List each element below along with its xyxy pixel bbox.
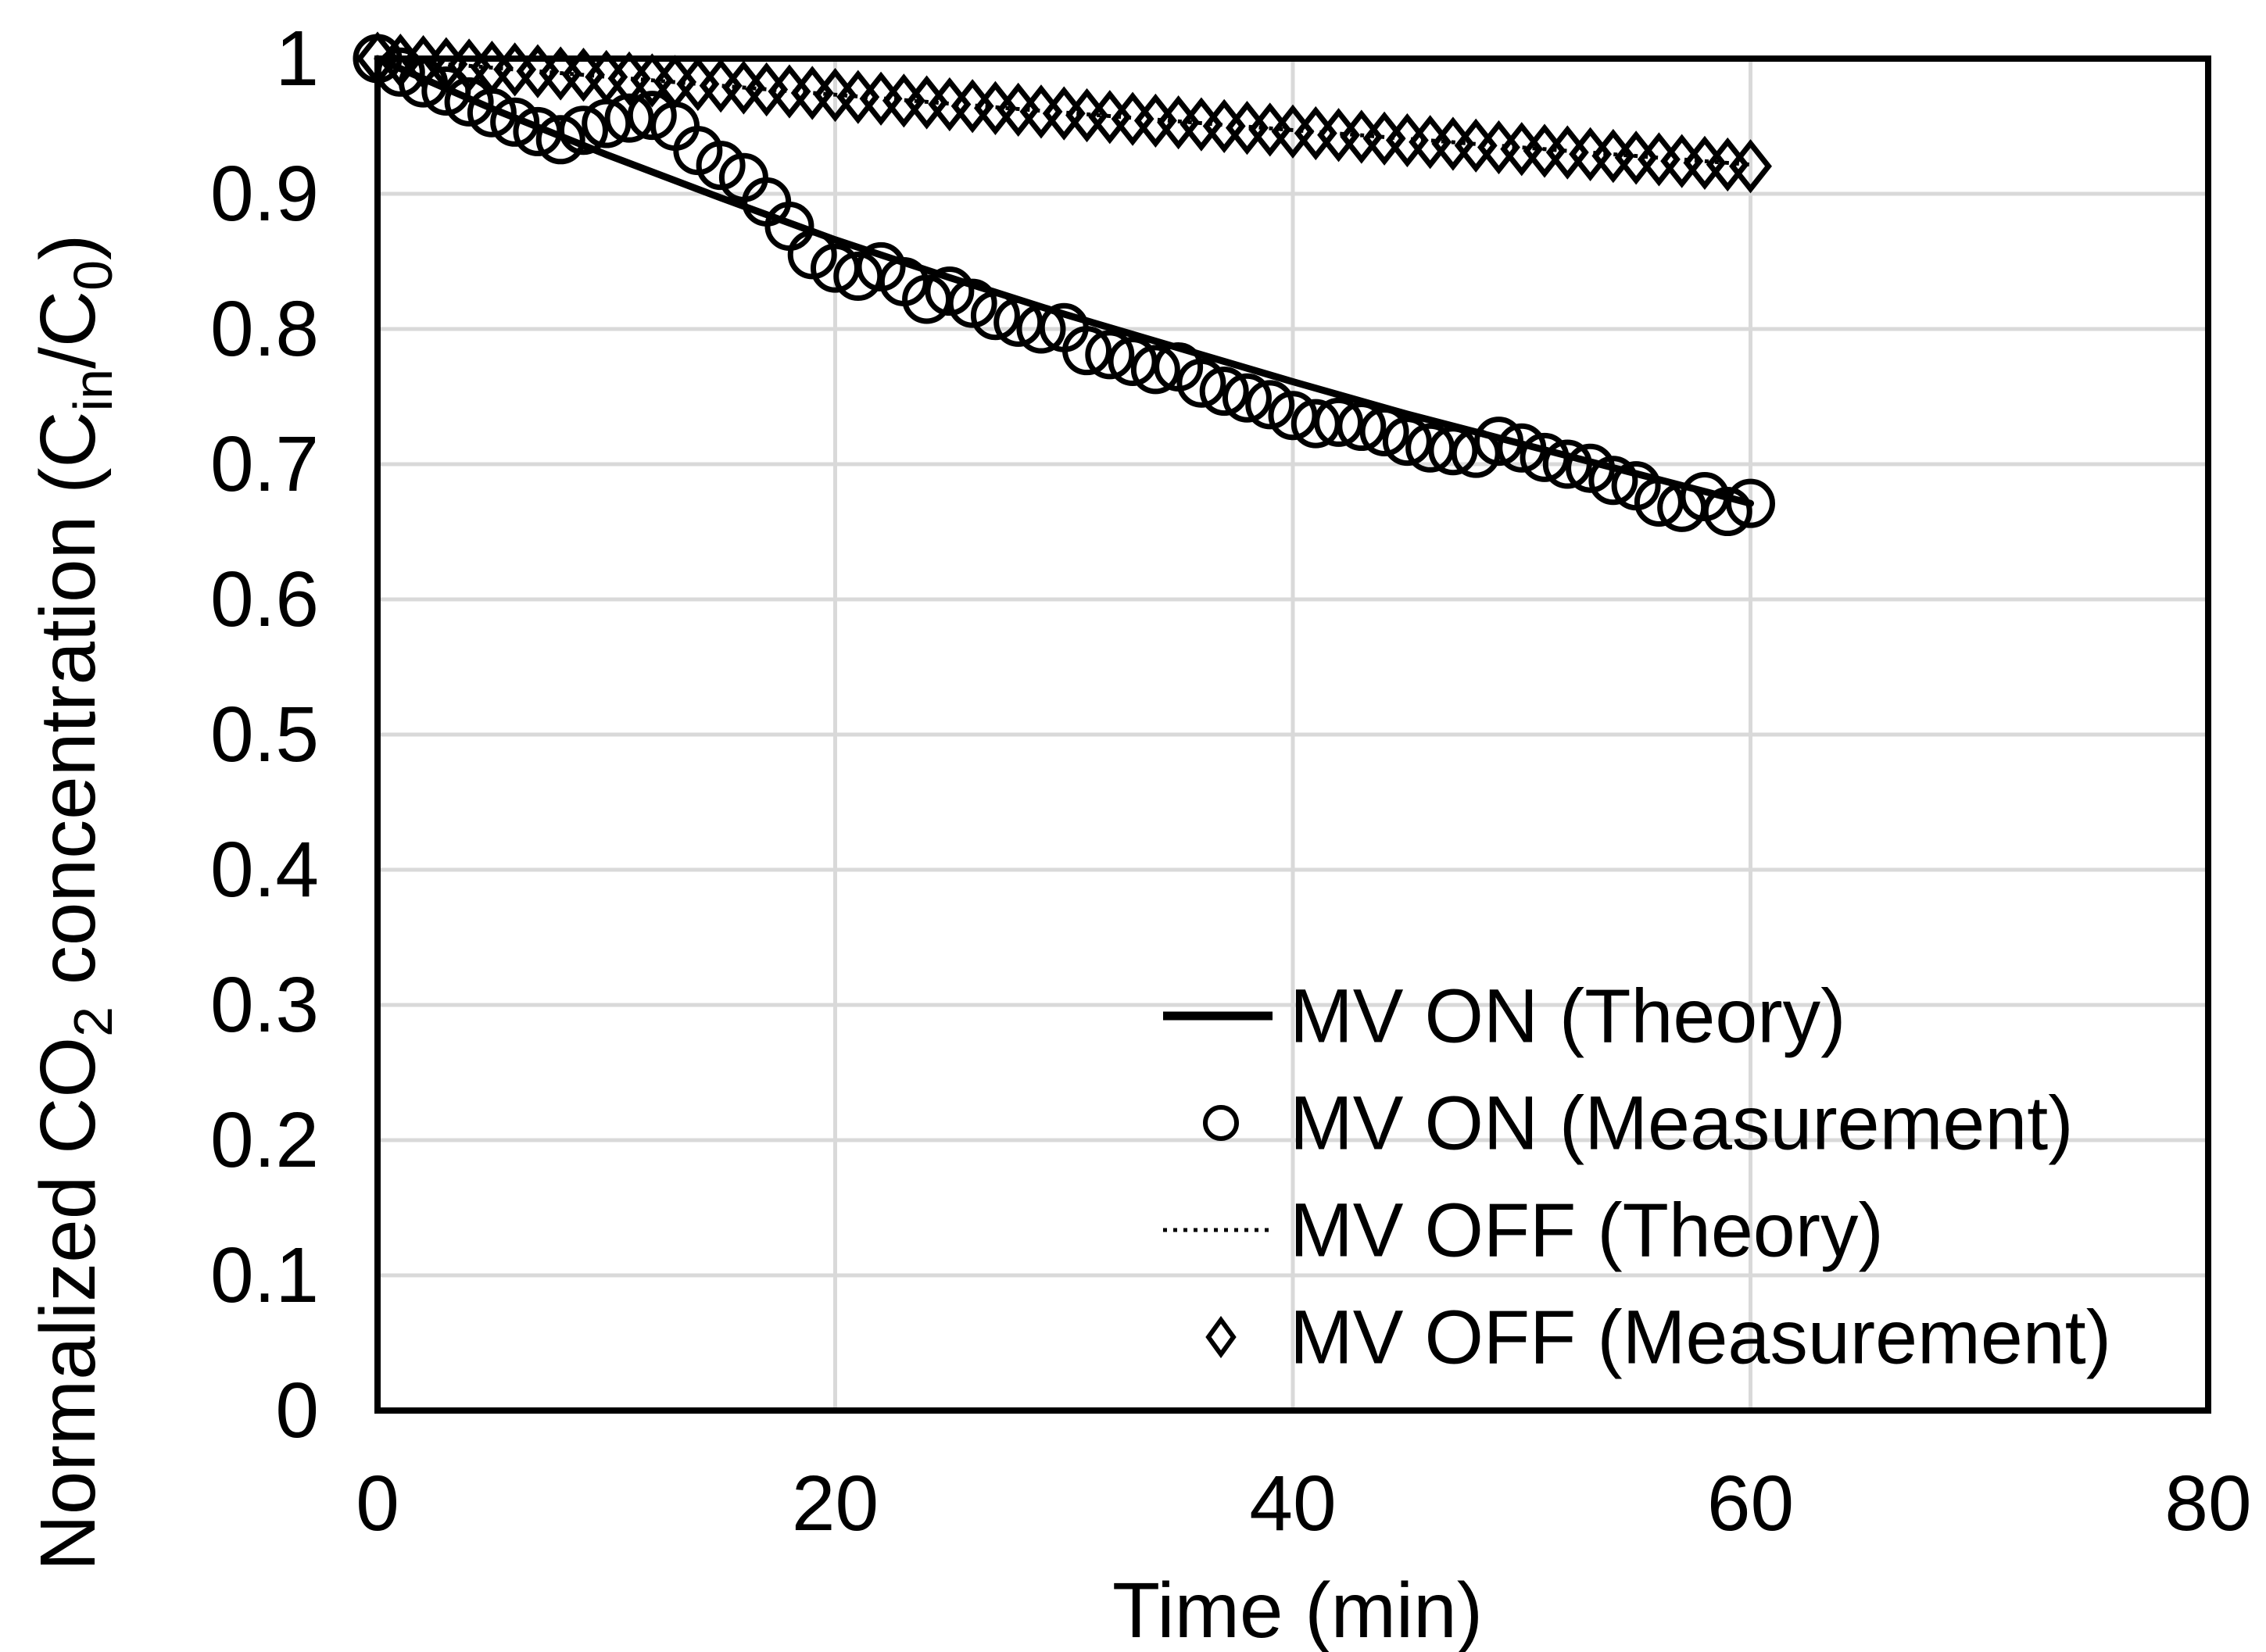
circle-data-marker (1130, 345, 1180, 395)
circle-data-marker (1473, 417, 1523, 467)
circle-data-marker (1199, 367, 1249, 417)
legend-label: MV OFF (Measurement) (1290, 1295, 2111, 1380)
diamond-data-marker (1545, 125, 1589, 180)
x-axis-tick-labels: 0 20 40 60 80 (356, 1460, 2251, 1547)
y-axis-title: Normalized CO2 concentration (Cin/C0) (24, 234, 124, 1572)
circle-data-marker (1245, 380, 1295, 430)
y-tick-label: 0.7 (210, 420, 319, 508)
plot-border (374, 55, 2211, 1414)
y-tick-label: 0.6 (210, 556, 319, 643)
legend-label: MV ON (Measurement) (1290, 1081, 2074, 1166)
circle-data-marker (1062, 326, 1112, 376)
diamond-data-marker (1729, 139, 1772, 194)
gridlines (378, 59, 2208, 1411)
diamond-data-marker (1454, 118, 1498, 173)
circle-data-marker (1337, 402, 1387, 452)
x-tick-label: 80 (2164, 1460, 2251, 1547)
diamond-data-marker (1637, 132, 1681, 187)
y-tick-label: 0.2 (210, 1096, 319, 1184)
circle-data-marker (1382, 417, 1432, 467)
circle-data-marker (1702, 487, 1752, 537)
circle-data-marker (444, 77, 494, 127)
series-mv-off-measurement-markers (356, 31, 1772, 194)
circle-data-marker (1176, 358, 1226, 408)
series-mv-on-measurement-markers (353, 34, 1775, 537)
circle-data-marker (947, 278, 997, 328)
circle-data-marker (604, 93, 654, 143)
y-tick-label: 0 (275, 1367, 319, 1454)
circle-data-marker (375, 47, 425, 97)
y-tick-label: 0.5 (210, 691, 319, 778)
circle-data-marker (1222, 373, 1272, 423)
circle-data-marker (1085, 330, 1135, 380)
y-tick-label: 0.8 (210, 285, 319, 373)
circle-data-marker (1497, 423, 1547, 473)
circle-data-marker (1359, 406, 1409, 456)
circle-data-marker (558, 105, 608, 156)
circle-data-marker (1566, 443, 1616, 493)
circle-data-marker (1542, 439, 1592, 489)
circle-data-marker (490, 97, 540, 147)
y-tick-label: 0.4 (210, 826, 319, 914)
x-tick-label: 40 (1249, 1460, 1336, 1547)
diamond-data-marker (1362, 111, 1406, 166)
circle-marker-icon (1203, 1105, 1239, 1141)
legend-label: MV OFF (Theory) (1290, 1188, 1884, 1273)
circle-data-marker (696, 141, 746, 191)
circle-data-marker (1428, 426, 1478, 476)
legend: MV ON (Theory) MV ON (Measurement) MV OF… (1163, 974, 2111, 1380)
x-axis-title: Time (min) (1112, 1567, 1483, 1652)
diamond-marker-icon (1205, 1315, 1237, 1359)
diamond-data-marker (1385, 113, 1429, 168)
circle-data-marker (627, 91, 677, 141)
y-tick-label: 1 (275, 15, 319, 102)
circle-data-marker (970, 291, 1020, 341)
y-tick-label: 0.1 (210, 1232, 319, 1319)
diamond-data-marker (1569, 127, 1613, 181)
circle-data-marker (1520, 432, 1570, 482)
circle-data-marker (1268, 391, 1318, 441)
y-tick-label: 0.3 (210, 961, 319, 1049)
x-tick-label: 0 (356, 1460, 399, 1547)
circle-data-marker (1016, 304, 1066, 354)
legend-item-mv-on-theory: MV ON (Theory) (1163, 974, 1845, 1059)
x-tick-label: 60 (1707, 1460, 1794, 1547)
legend-item-mv-on-measurement: MV ON (Measurement) (1203, 1081, 2074, 1166)
circle-data-marker (1588, 456, 1638, 506)
x-tick-label: 20 (792, 1460, 879, 1547)
legend-item-mv-off-measurement: MV OFF (Measurement) (1205, 1295, 2111, 1380)
diamond-data-marker (1660, 134, 1704, 188)
circle-data-marker (925, 266, 975, 316)
circle-data-marker (1314, 397, 1364, 447)
diamond-data-marker (1294, 105, 1337, 161)
diamond-data-marker (1477, 120, 1520, 175)
circle-data-marker (1726, 478, 1775, 528)
legend-label: MV ON (Theory) (1290, 974, 1845, 1059)
circle-data-marker (535, 115, 585, 165)
legend-item-mv-off-theory: MV OFF (Theory) (1163, 1188, 1884, 1273)
y-tick-label: 0.9 (210, 150, 319, 238)
y-axis-tick-labels: 0 0.1 0.2 0.3 0.4 0.5 0.6 0.7 0.8 0.9 1 (210, 15, 319, 1454)
diamond-data-marker (1202, 98, 1246, 153)
